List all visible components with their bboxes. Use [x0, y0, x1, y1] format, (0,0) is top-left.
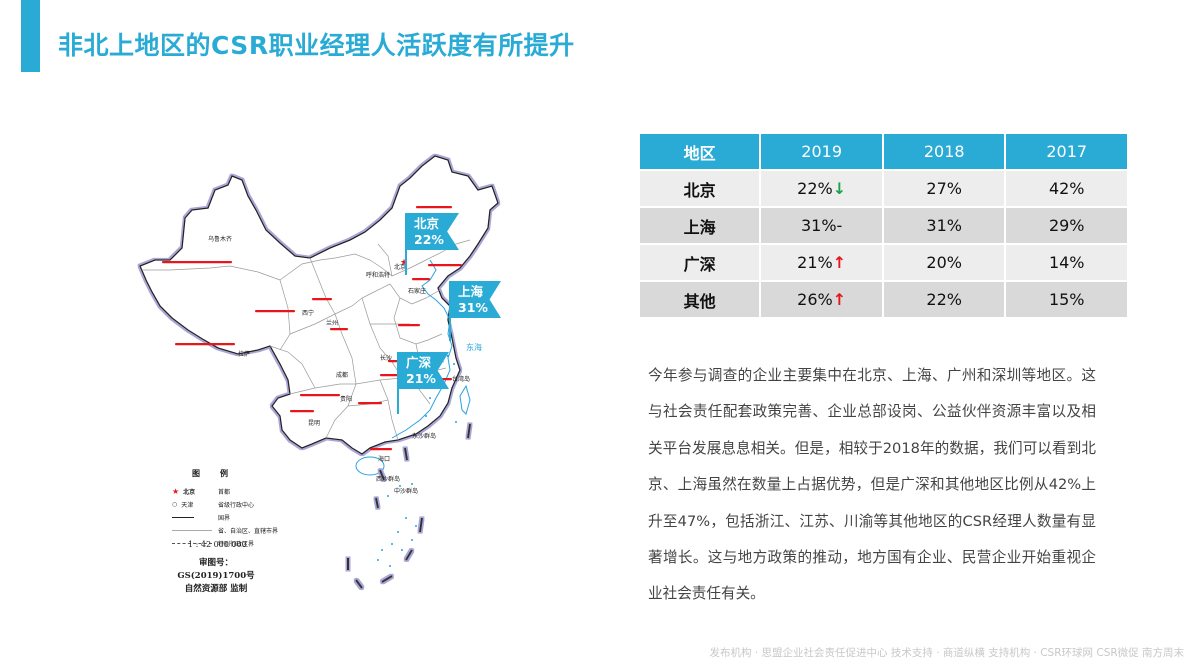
cell-2019: 31%-: [761, 208, 882, 243]
cell-region: 广深: [640, 245, 760, 280]
label-taiwan: 台湾岛: [452, 376, 471, 383]
label-chengdu: 成都: [336, 372, 349, 379]
cell-region: 上海: [640, 208, 760, 243]
table-row: 上海 31%- 31% 29%: [640, 208, 1127, 243]
label-shijiazhuang: 石家庄: [408, 288, 427, 295]
title-accent-bar: [21, 0, 40, 72]
arrow-up-icon: ↑: [832, 253, 847, 272]
cell-2018: 20%: [883, 245, 1005, 280]
table-header-row: 地区 2019 2018 2017: [640, 134, 1127, 169]
cell-2017: 15%: [1006, 282, 1127, 317]
label-dongsha: 东沙群岛: [412, 433, 437, 440]
arrow-up-icon: ↑: [832, 290, 847, 309]
cell-2018: 31%: [883, 208, 1005, 243]
legend-row-capital: ★ 北京 首都: [172, 487, 231, 496]
dash-icon: -: [836, 216, 843, 235]
province-line-icon: [172, 530, 212, 531]
cell-2017: 29%: [1006, 208, 1127, 243]
legend-row-sar-border: 特别行政区界: [172, 537, 282, 550]
label-lanzhou: 兰州: [326, 320, 339, 327]
label-haikou: 海口: [378, 456, 391, 463]
legend-row-national-border: 国界: [172, 511, 282, 524]
map-scale: 1 : 42 000 000: [188, 540, 247, 549]
label-urumqi: 乌鲁木齐: [208, 236, 233, 243]
star-icon: ★: [172, 487, 180, 496]
map-legend: 图例 ★ 北京 首都 ○ 天津 省级行政中心 国界 省、自治区、直辖市界 特别行政区…: [172, 468, 282, 550]
label-east-sea: 东海: [466, 343, 482, 352]
china-map: ★ 乌鲁木齐 拉萨 西宁 兰州 成都 昆明 贵阳 呼和浩特 北京 石家庄 长沙 …: [130, 148, 520, 596]
legend-title: 图例: [192, 468, 248, 478]
cell-region: 北京: [640, 171, 760, 206]
cell-2019: 22%↓: [761, 171, 882, 206]
cell-2017: 42%: [1006, 171, 1127, 206]
cell-2018: 22%: [883, 282, 1005, 317]
label-xining: 西宁: [302, 310, 315, 317]
region-stats-table: 地区 2019 2018 2017 北京 22%↓ 27% 42% 上海 31%…: [638, 132, 1129, 319]
header-2017: 2017: [1006, 134, 1127, 169]
page-title: 非北上地区的CSR职业经理人活跃度有所提升: [58, 31, 575, 60]
label-changsha: 长沙: [380, 355, 393, 362]
label-lhasa: 拉萨: [238, 351, 251, 358]
map-approval: 审图号：GS(2019)1700号 自然资源部 监制: [166, 557, 266, 596]
legend-row-provincial-capital: ○ 天津 省级行政中心: [172, 501, 255, 509]
circle-icon: ○: [172, 501, 178, 508]
label-kunming: 昆明: [308, 420, 321, 427]
flag-guangshen-value: 21%: [406, 371, 436, 386]
cell-2019: 21%↑: [761, 245, 882, 280]
flag-shanghai-region: 上海: [458, 284, 484, 299]
label-xisha: 西沙群岛: [376, 476, 401, 483]
approval-number: 审图号：GS(2019)1700号: [177, 558, 255, 581]
border-line-icon: [172, 517, 194, 518]
flag-guangshen: 广深 21%: [397, 352, 449, 389]
label-hohhot: 呼和浩特: [366, 272, 391, 279]
cell-2018: 27%: [883, 171, 1005, 206]
cell-2019: 26%↑: [761, 282, 882, 317]
label-guiyang: 贵阳: [340, 396, 353, 403]
header-2019: 2019: [761, 134, 882, 169]
table-row: 广深 21%↑ 20% 14%: [640, 245, 1127, 280]
arrow-down-icon: ↓: [832, 179, 847, 198]
table-row: 其他 26%↑ 22% 15%: [640, 282, 1127, 317]
header-2018: 2018: [883, 134, 1005, 169]
cell-region: 其他: [640, 282, 760, 317]
flag-shanghai-value: 31%: [458, 300, 488, 315]
svg-text:★: ★: [400, 258, 408, 268]
label-beijing: 北京: [394, 264, 407, 271]
cell-2017: 14%: [1006, 245, 1127, 280]
flag-beijing-value: 22%: [414, 232, 444, 247]
header-region: 地区: [640, 134, 760, 169]
table-row: 北京 22%↓ 27% 42%: [640, 171, 1127, 206]
approval-org: 自然资源部 监制: [184, 584, 248, 594]
footer-credits: 发布机构 · 思盟企业社会责任促进中心 技术支持 · 商道纵横 支持机构 · C…: [709, 647, 1184, 659]
flag-guangshen-region: 广深: [406, 355, 432, 370]
flag-beijing-region: 北京: [414, 216, 440, 231]
body-paragraph: 今年参与调查的企业主要集中在北京、上海、广州和深圳等地区。这与社会责任配套政策完…: [648, 367, 1096, 603]
label-zhongsha: 中沙群岛: [394, 488, 419, 495]
legend-row-province-border: 省、自治区、直辖市界: [172, 524, 282, 537]
sar-line-icon: [172, 543, 212, 544]
